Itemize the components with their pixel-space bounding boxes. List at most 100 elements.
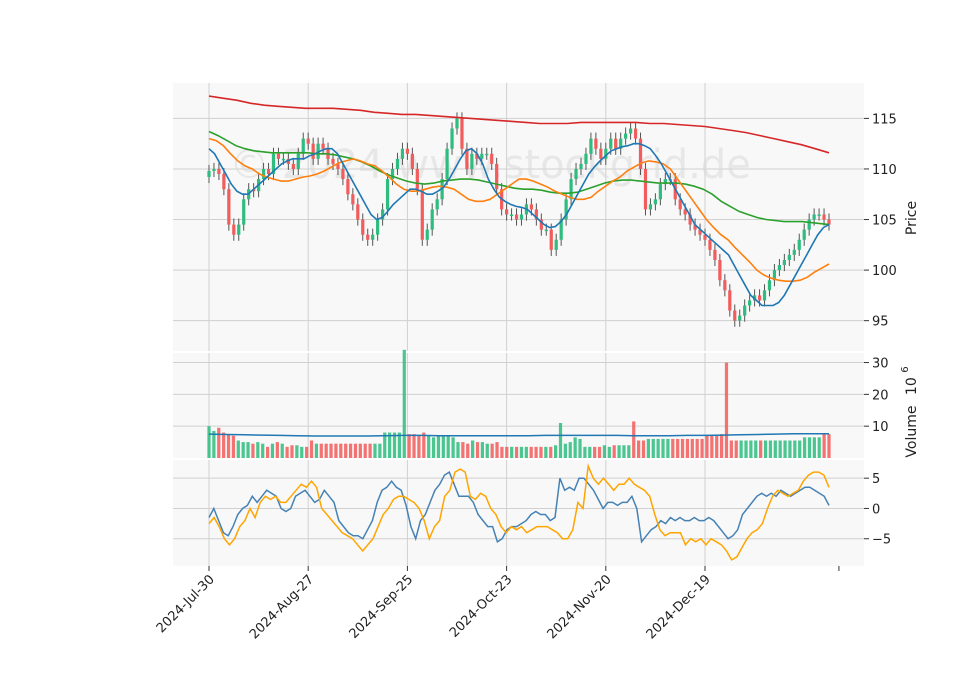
volume-bar (822, 434, 826, 458)
candle-body (728, 290, 732, 311)
candle-body (594, 138, 598, 149)
volume-bar (588, 446, 592, 458)
price-tick-label: 110 (872, 163, 897, 178)
volume-bar (456, 442, 460, 458)
candle-body (609, 138, 613, 149)
volume-tick-label: 30 (872, 357, 889, 372)
volume-bar (534, 446, 538, 458)
volume-panel (207, 349, 831, 458)
volume-bar (783, 440, 787, 458)
volume-bar (217, 427, 221, 458)
candle-body (341, 168, 345, 180)
candle-body (574, 168, 578, 180)
candle-body (698, 229, 702, 235)
candle-body (693, 224, 697, 230)
volume-tick-label: 20 (872, 388, 889, 403)
volume-bar (212, 430, 216, 458)
candle-body (638, 138, 643, 169)
volume-bar (461, 442, 465, 458)
candle-body (301, 138, 305, 154)
candle-body (584, 153, 588, 164)
x-tick-label: 2024-Sep-25 (347, 572, 417, 642)
volume-bar (270, 443, 275, 458)
volume-bar (251, 443, 255, 458)
volume-bar (827, 434, 831, 458)
candle-body (455, 118, 459, 129)
volume-bar (265, 446, 270, 458)
volume-axis-exponent-base: 10 (904, 377, 920, 395)
volume-bar (353, 443, 358, 458)
candle-body (410, 153, 414, 169)
volume-bar (539, 446, 543, 458)
candle-body (385, 179, 390, 210)
volume-bar (514, 446, 519, 458)
candle-body (281, 158, 286, 161)
ma-slow-line (208, 130, 830, 226)
volume-bar (578, 438, 582, 458)
x-tick-label: 2024-Aug-27 (247, 572, 317, 642)
volume-bar (759, 440, 763, 458)
volume-axis-title: Volume 10 6 (900, 366, 920, 457)
volume-bar (817, 437, 821, 458)
price-panel (207, 95, 831, 327)
volume-bar (744, 440, 748, 458)
volume-bar (378, 443, 382, 458)
candle-body (738, 315, 742, 321)
candle-body (797, 239, 801, 250)
candle-body (599, 148, 603, 159)
volume-bar (695, 438, 699, 458)
volume-bar (392, 432, 397, 458)
volume-bar (358, 443, 362, 458)
volume-bar (563, 443, 567, 458)
volume-bar (510, 446, 514, 458)
candle-body (718, 259, 722, 281)
candle-body (366, 234, 370, 240)
volume-bar (519, 446, 524, 458)
candle-body (827, 219, 831, 225)
volume-bar (651, 438, 655, 458)
candle-body (519, 214, 524, 220)
volume-bar (773, 440, 777, 458)
volume-bar (207, 426, 211, 458)
candle-body (296, 153, 300, 169)
candle-body (633, 128, 638, 139)
candle-body (227, 189, 231, 225)
candle-body (495, 163, 499, 190)
volume-bar (422, 432, 426, 458)
candle-body (286, 158, 290, 164)
volume-bar (295, 445, 299, 458)
candle-body (336, 163, 340, 169)
candle-body (648, 204, 653, 210)
volume-bar (500, 446, 504, 458)
volume-bar (734, 440, 738, 458)
volume-bar (607, 446, 611, 458)
candle-body (767, 280, 772, 291)
candle-body (490, 153, 494, 164)
volume-bar (568, 442, 572, 458)
volume-bar (646, 438, 650, 458)
candle-body (217, 168, 221, 175)
volume-bar (441, 435, 445, 458)
volume-bar (290, 445, 294, 458)
candle-body (405, 148, 410, 154)
volume-bar (226, 434, 231, 458)
chart-panels (173, 83, 864, 566)
volume-bar (622, 445, 626, 458)
volume-bar (314, 443, 319, 458)
volume-bar (471, 440, 475, 458)
candle-body (237, 224, 241, 235)
oscillator-panel (208, 463, 830, 561)
candle-body (425, 229, 429, 240)
volume-bar (319, 443, 323, 458)
candle-body (757, 295, 762, 301)
candle-body (222, 174, 226, 190)
candle-body (658, 184, 662, 200)
candle-body (703, 234, 707, 240)
candle-body (371, 234, 375, 240)
volume-bar (807, 437, 812, 458)
price-tick-label: 100 (872, 264, 897, 279)
volume-bar (724, 362, 729, 458)
candle-body (291, 163, 295, 169)
